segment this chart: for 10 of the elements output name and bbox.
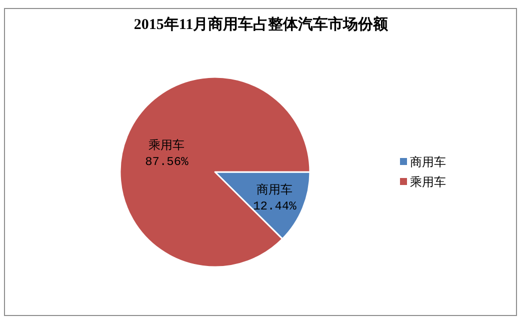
legend-label: 商用车 (410, 155, 446, 169)
legend-label: 乘用车 (410, 175, 446, 189)
legend-item: 乘用车 (400, 175, 446, 189)
legend-item: 商用车 (400, 155, 446, 169)
data-label: 87.56% (145, 155, 190, 170)
chart-title: 2015年11月商用车占整体汽车市场份额 (134, 15, 390, 33)
slice-label: 乘用车 (148, 138, 185, 152)
pie-slice (119, 76, 311, 268)
slice-label: 商用车 (256, 182, 293, 197)
data-label: 12.44% (253, 200, 298, 214)
